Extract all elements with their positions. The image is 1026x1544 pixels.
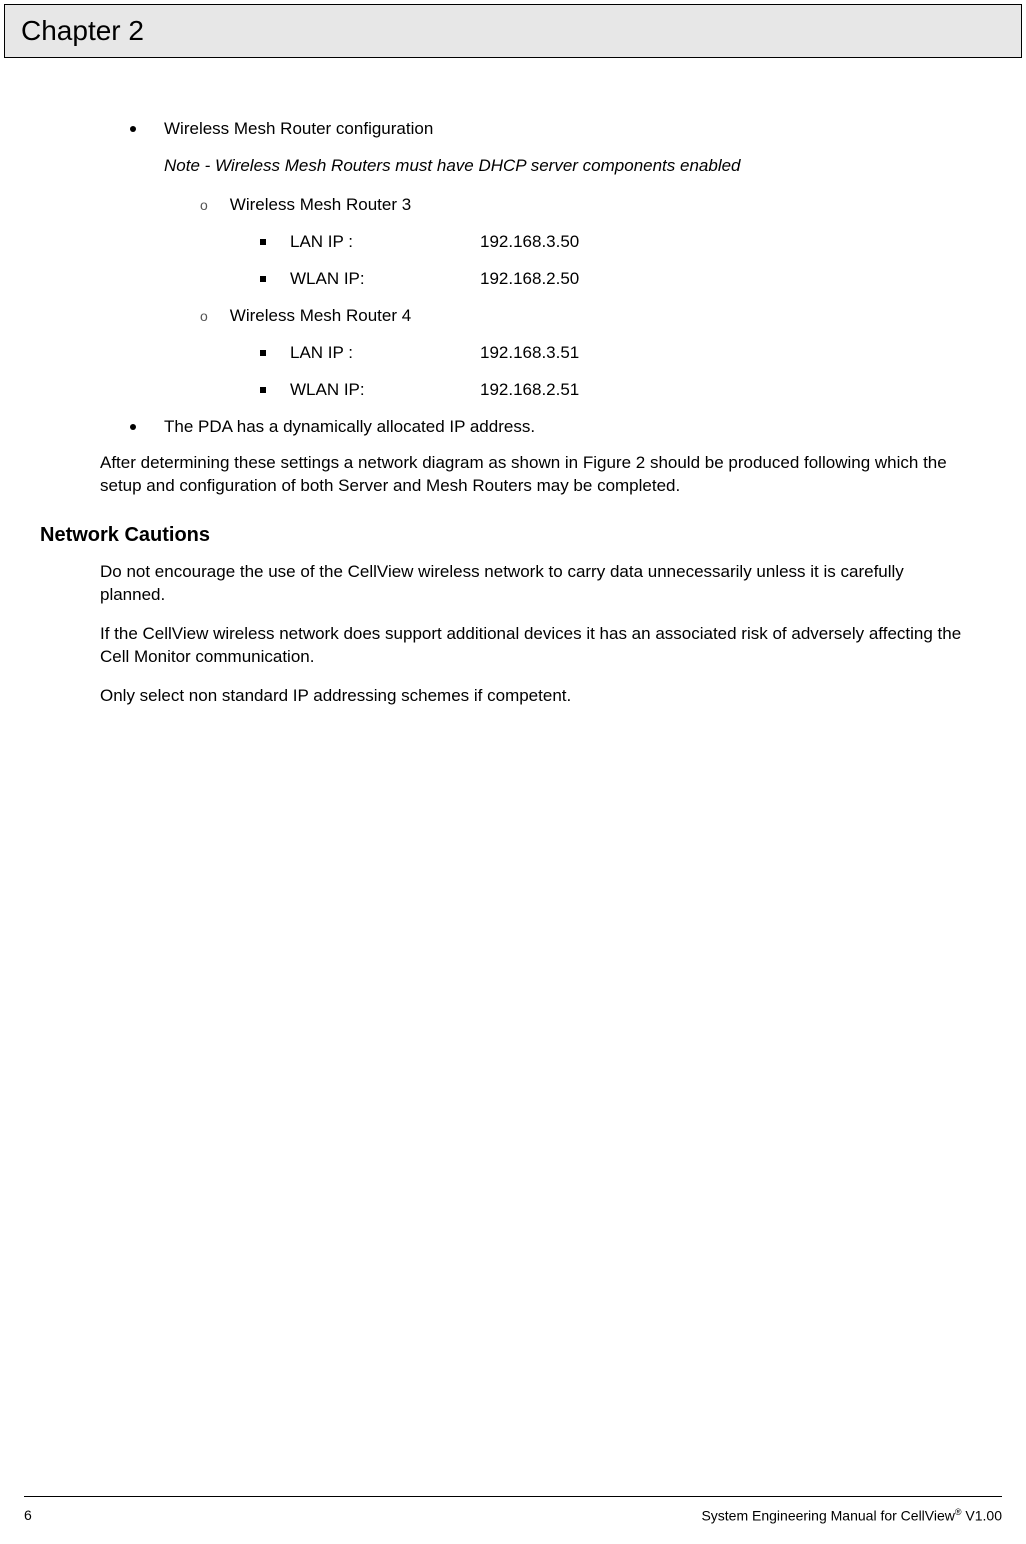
bullet-text: The PDA has a dynamically allocated IP a… [164,416,966,439]
subsub-item: WLAN IP: 192.168.2.51 [260,379,966,402]
wlan-ip-value: 192.168.2.51 [480,379,579,402]
sub-item: o Wireless Mesh Router 4 [200,305,966,328]
lan-ip-value: 192.168.3.50 [480,231,579,254]
lan-ip-label: LAN IP : [290,342,480,365]
sub-bullet-icon: o [200,196,208,215]
paragraph: Do not encourage the use of the CellView… [100,561,966,607]
bullet-icon [130,126,136,132]
router3-title: Wireless Mesh Router 3 [230,194,411,217]
bullet-icon [130,424,136,430]
paragraph: Only select non standard IP addressing s… [100,685,966,708]
note-line: Note - Wireless Mesh Routers must have D… [164,155,966,178]
page-content: Wireless Mesh Router configuration Note … [0,58,1026,708]
wlan-ip-label: WLAN IP: [290,379,480,402]
section-heading: Network Cautions [40,522,966,549]
square-bullet-icon [260,387,266,393]
sub-bullet-icon: o [200,307,208,326]
page-number: 6 [24,1507,32,1524]
sub-item: o Wireless Mesh Router 3 [200,194,966,217]
wlan-ip-label: WLAN IP: [290,268,480,291]
wlan-ip-value: 192.168.2.50 [480,268,579,291]
square-bullet-icon [260,276,266,282]
paragraph: If the CellView wireless network does su… [100,623,966,669]
chapter-header: Chapter 2 [4,4,1022,58]
bullet-item: Wireless Mesh Router configuration [100,118,966,141]
lan-ip-value: 192.168.3.51 [480,342,579,365]
paragraph: After determining these settings a netwo… [100,452,966,498]
page-footer: 6 System Engineering Manual for CellView… [24,1496,1002,1524]
subsub-item: LAN IP : 192.168.3.51 [260,342,966,365]
footer-text-suffix: V1.00 [962,1508,1002,1524]
footer-right: System Engineering Manual for CellView® … [701,1507,1002,1524]
bullet-item: The PDA has a dynamically allocated IP a… [100,416,966,439]
subsub-item: WLAN IP: 192.168.2.50 [260,268,966,291]
router4-title: Wireless Mesh Router 4 [230,305,411,328]
subsub-item: LAN IP : 192.168.3.50 [260,231,966,254]
footer-text-prefix: System Engineering Manual for CellView [701,1508,954,1524]
chapter-title: Chapter 2 [21,15,144,46]
bullet-text: Wireless Mesh Router configuration [164,118,966,141]
square-bullet-icon [260,239,266,245]
square-bullet-icon [260,350,266,356]
lan-ip-label: LAN IP : [290,231,480,254]
registered-icon: ® [955,1507,962,1517]
